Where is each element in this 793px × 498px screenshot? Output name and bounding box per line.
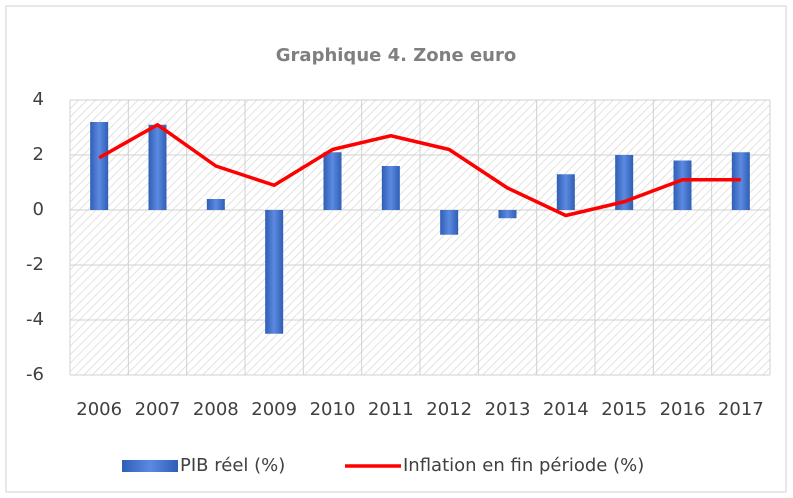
x-tick-label: 2017 <box>718 399 764 420</box>
bar <box>498 210 517 219</box>
x-tick-label: 2008 <box>193 399 239 420</box>
bar <box>148 124 167 210</box>
legend-label: PIB réel (%) <box>180 455 285 476</box>
y-tick-label: 4 <box>33 89 44 110</box>
x-tick-label: 2012 <box>426 399 472 420</box>
x-tick-label: 2011 <box>368 399 414 420</box>
x-tick-label: 2013 <box>485 399 531 420</box>
x-tick-label: 2009 <box>251 399 297 420</box>
bar <box>323 152 342 210</box>
bar <box>673 160 692 210</box>
bar <box>440 210 459 235</box>
y-tick-label: -6 <box>26 364 44 385</box>
y-tick-label: -4 <box>26 309 44 330</box>
bar <box>265 210 284 334</box>
bar <box>556 174 575 210</box>
bar <box>615 155 634 210</box>
x-tick-label: 2016 <box>660 399 706 420</box>
x-tick-label: 2006 <box>76 399 122 420</box>
bar <box>90 122 109 210</box>
bar <box>381 166 400 210</box>
y-tick-label: 0 <box>33 199 44 220</box>
legend-swatch <box>122 460 178 472</box>
x-tick-label: 2007 <box>135 399 181 420</box>
y-tick-label: 2 <box>33 144 44 165</box>
line <box>98 123 741 218</box>
x-tick-label: 2014 <box>543 399 589 420</box>
x-tick-label: 2015 <box>601 399 647 420</box>
chart-title: Graphique 4. Zone euro <box>276 45 516 66</box>
x-tick-label: 2010 <box>310 399 356 420</box>
legend-label: Inflation en fin période (%) <box>403 455 644 476</box>
y-tick-label: -2 <box>26 254 44 275</box>
bar <box>206 199 225 210</box>
